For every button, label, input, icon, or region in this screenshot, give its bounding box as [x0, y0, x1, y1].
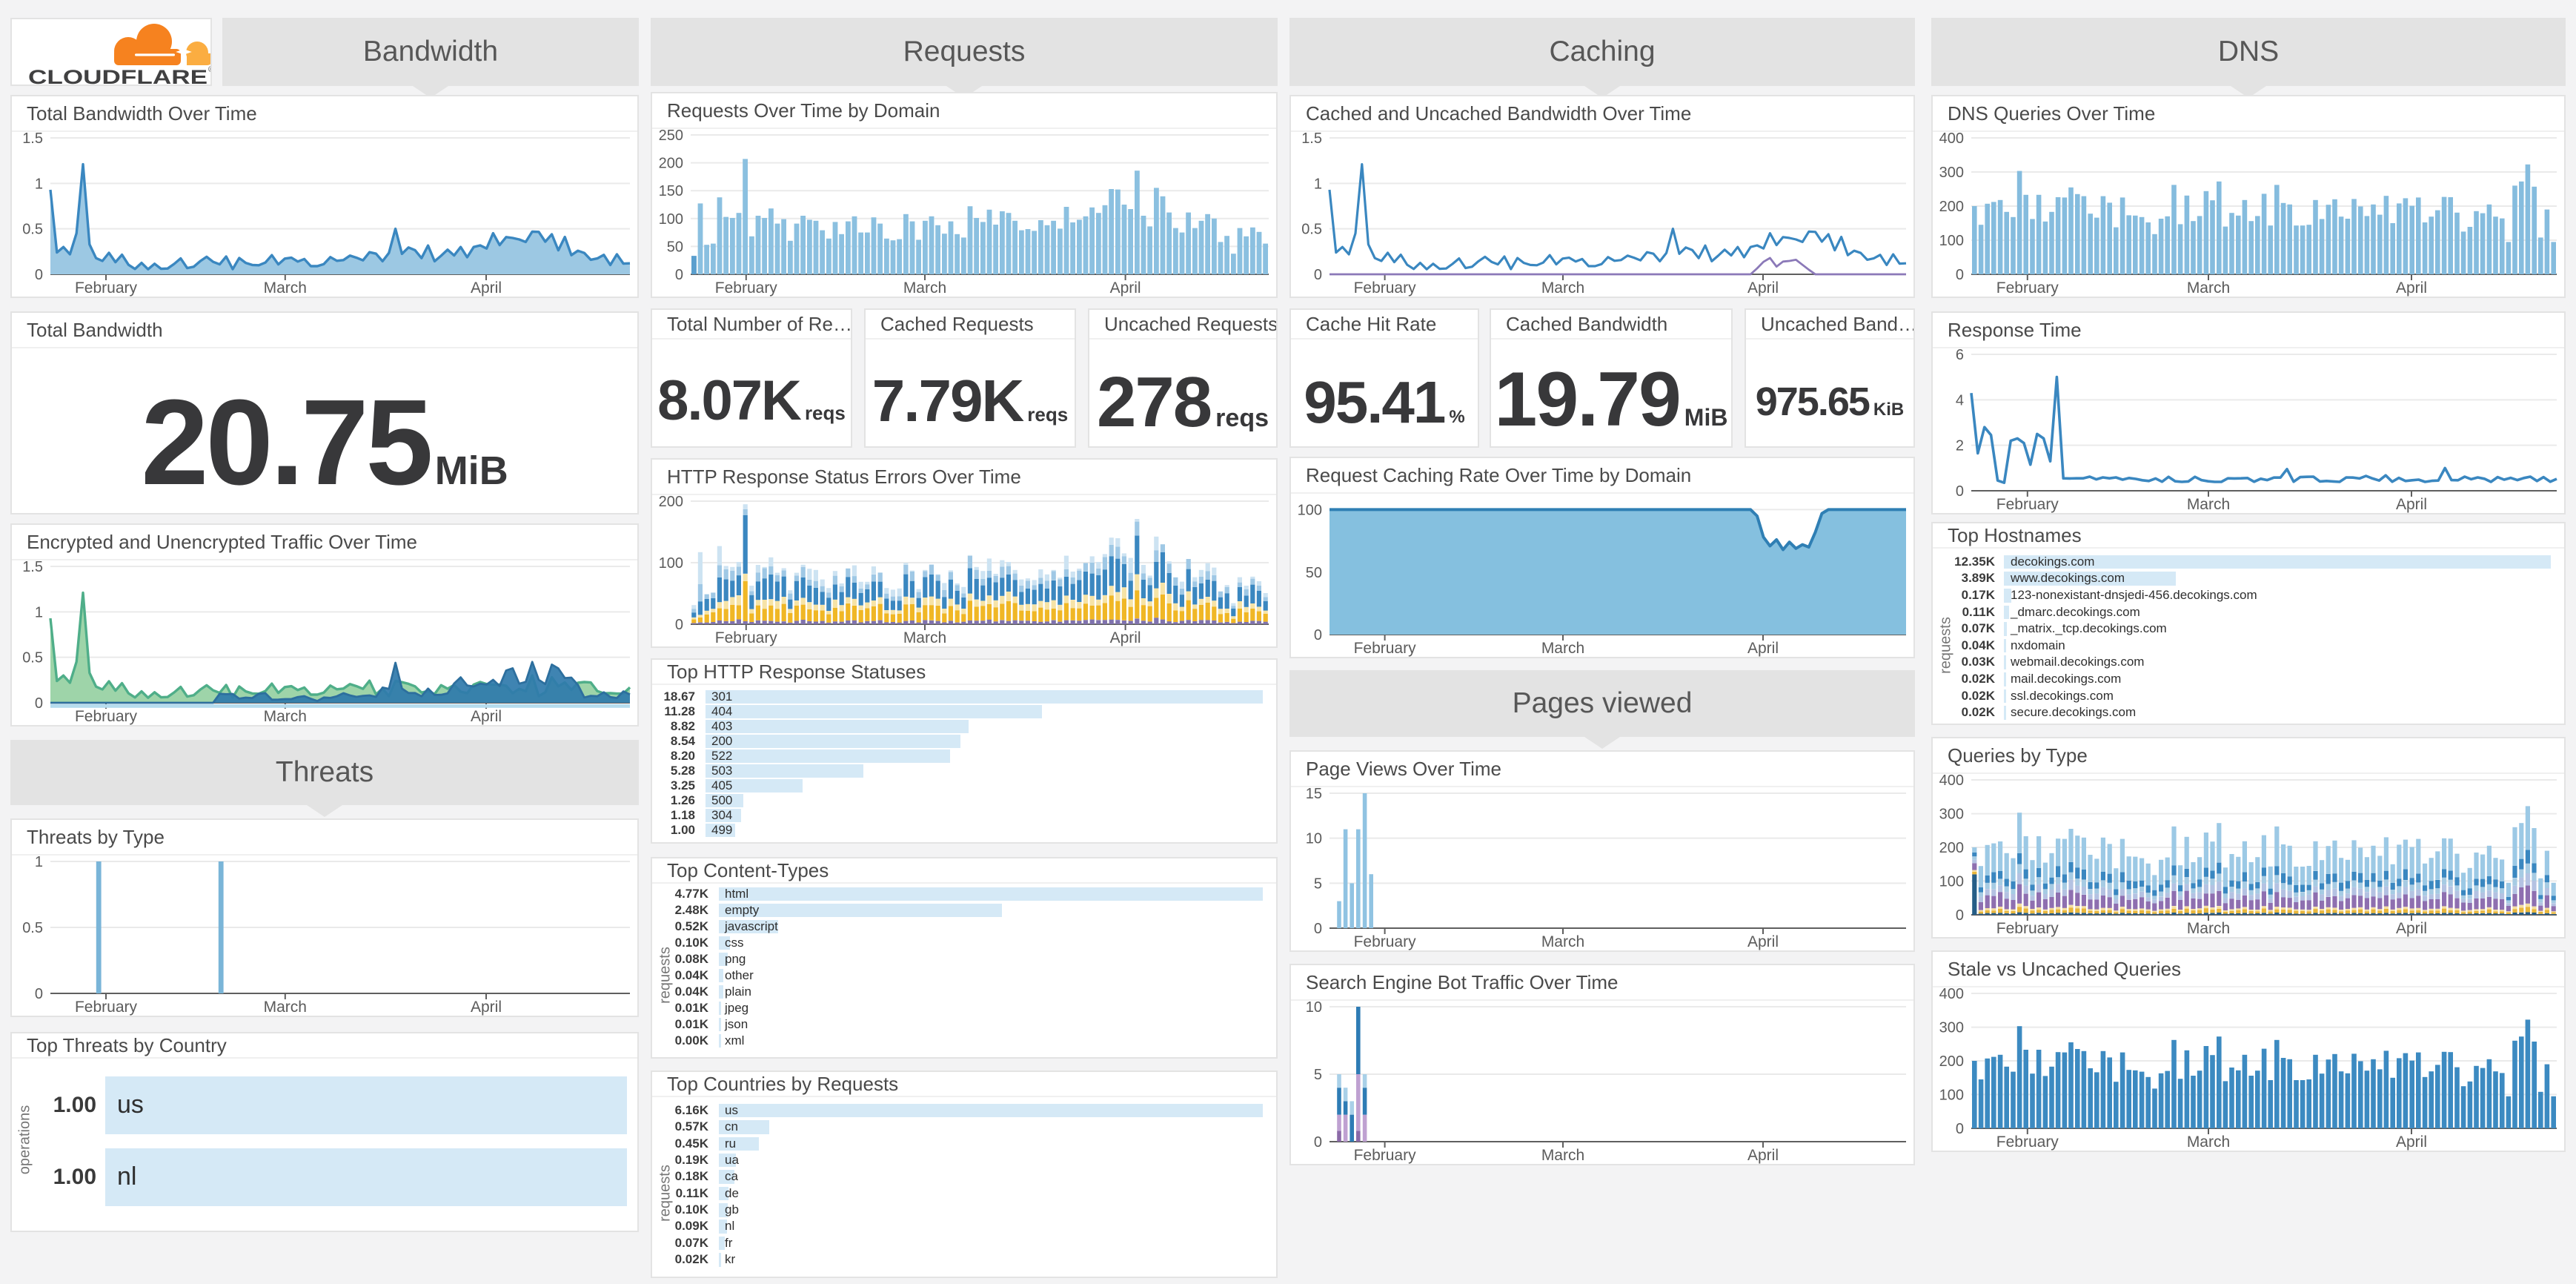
svg-text:April: April [2396, 920, 2427, 937]
svg-text:April: April [1747, 279, 1779, 297]
svg-text:March: March [903, 629, 946, 646]
svg-text:400: 400 [1939, 987, 1964, 1002]
svg-text:February: February [75, 999, 138, 1016]
svg-text:15: 15 [1306, 787, 1322, 802]
svg-text:February: February [1354, 640, 1417, 657]
svg-text:March: March [2187, 1134, 2230, 1151]
svg-text:April: April [1747, 640, 1779, 657]
svg-text:March: March [2187, 920, 2230, 937]
svg-text:300: 300 [1939, 806, 1964, 822]
svg-text:150: 150 [659, 183, 683, 199]
svg-text:0: 0 [675, 267, 683, 283]
svg-text:300: 300 [1939, 1019, 1964, 1036]
svg-text:®: ® [208, 65, 212, 74]
svg-text:400: 400 [1939, 774, 1964, 789]
svg-text:April: April [471, 708, 502, 725]
svg-text:February: February [1996, 1134, 2059, 1151]
svg-text:100: 100 [1298, 502, 1322, 518]
svg-text:100: 100 [659, 555, 683, 572]
svg-text:2: 2 [1956, 438, 1964, 454]
svg-text:0.5: 0.5 [22, 920, 43, 936]
svg-text:250: 250 [659, 129, 683, 144]
svg-text:February: February [715, 279, 778, 297]
svg-text:1.5: 1.5 [22, 132, 43, 147]
svg-text:February: February [1354, 933, 1417, 950]
svg-text:200: 200 [1939, 1053, 1964, 1070]
svg-text:200: 200 [1939, 199, 1964, 215]
svg-text:April: April [2396, 279, 2427, 297]
svg-text:February: February [1354, 1147, 1417, 1164]
svg-text:200: 200 [1939, 840, 1964, 856]
svg-text:0: 0 [35, 695, 43, 712]
svg-text:0: 0 [1314, 1134, 1322, 1151]
svg-text:100: 100 [1939, 233, 1964, 249]
svg-text:April: April [471, 279, 502, 297]
svg-text:200: 200 [659, 495, 683, 510]
svg-text:1.5: 1.5 [1301, 132, 1322, 147]
svg-text:100: 100 [1939, 874, 1964, 890]
svg-text:50: 50 [1306, 565, 1322, 581]
svg-text:April: April [1747, 1147, 1779, 1164]
svg-text:CLOUDFLARE: CLOUDFLARE [28, 66, 208, 86]
svg-text:April: April [2396, 1134, 2427, 1151]
svg-text:0: 0 [1314, 627, 1322, 643]
svg-text:March: March [264, 708, 307, 725]
svg-text:February: February [75, 708, 138, 725]
svg-text:March: March [903, 279, 946, 297]
svg-text:4: 4 [1956, 392, 1964, 408]
svg-text:February: February [75, 279, 138, 297]
svg-text:0: 0 [35, 986, 43, 1002]
svg-text:5: 5 [1314, 1067, 1322, 1083]
svg-text:1: 1 [35, 176, 43, 192]
svg-text:1: 1 [35, 604, 43, 621]
svg-text:0: 0 [1314, 921, 1322, 937]
svg-text:200: 200 [659, 156, 683, 172]
svg-text:50: 50 [667, 239, 683, 255]
svg-text:1: 1 [1314, 176, 1322, 192]
svg-text:April: April [1110, 279, 1141, 297]
svg-text:0: 0 [1956, 1121, 1964, 1137]
svg-text:1: 1 [35, 856, 43, 870]
svg-text:February: February [1354, 279, 1417, 297]
svg-text:March: March [1541, 279, 1584, 297]
svg-text:March: March [1541, 1147, 1584, 1164]
svg-text:300: 300 [1939, 165, 1964, 181]
svg-text:March: March [2187, 279, 2230, 297]
svg-text:April: April [2396, 496, 2427, 513]
svg-text:10: 10 [1306, 831, 1322, 847]
svg-text:0.5: 0.5 [1301, 222, 1322, 238]
svg-text:February: February [1996, 920, 2059, 937]
svg-text:1.5: 1.5 [22, 560, 43, 575]
svg-text:February: February [1996, 496, 2059, 513]
svg-text:100: 100 [1939, 1088, 1964, 1104]
svg-text:100: 100 [659, 211, 683, 228]
svg-text:April: April [471, 999, 502, 1016]
svg-text:March: March [1541, 933, 1584, 950]
svg-text:February: February [1996, 279, 2059, 297]
svg-text:April: April [1110, 629, 1141, 646]
svg-text:March: March [264, 279, 307, 297]
svg-text:0: 0 [1956, 907, 1964, 924]
svg-text:0: 0 [1314, 267, 1322, 283]
svg-text:February: February [715, 629, 778, 646]
svg-text:March: March [264, 999, 307, 1016]
svg-text:10: 10 [1306, 1001, 1322, 1016]
svg-text:6: 6 [1956, 348, 1964, 363]
svg-text:April: April [1747, 933, 1779, 950]
svg-text:0: 0 [675, 617, 683, 633]
svg-text:5: 5 [1314, 876, 1322, 892]
svg-text:400: 400 [1939, 132, 1964, 147]
svg-text:0: 0 [1956, 483, 1964, 500]
svg-text:0: 0 [35, 267, 43, 283]
svg-text:March: March [2187, 496, 2230, 513]
svg-text:0: 0 [1956, 267, 1964, 283]
svg-text:0.5: 0.5 [22, 222, 43, 238]
svg-text:March: March [1541, 640, 1584, 657]
svg-text:0.5: 0.5 [22, 650, 43, 666]
